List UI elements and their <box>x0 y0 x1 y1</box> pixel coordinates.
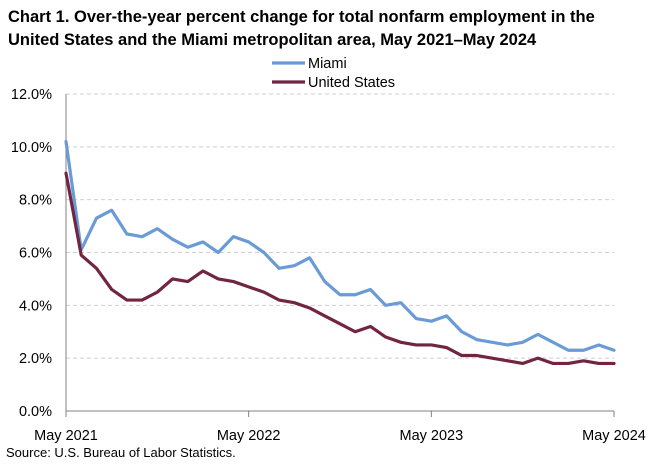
legend-label: United States <box>308 75 395 91</box>
axes: 0.0% 2.0% 4.0% 6.0% 8.0% 10.0% 12.0% May 2021 Ma… <box>11 87 646 444</box>
series-lines <box>64 139 616 366</box>
y-tick-label: 2.0% <box>19 351 52 367</box>
chart-title: Chart 1. Over-the-year percent change fo… <box>8 8 595 49</box>
y-tick-label: 8.0% <box>19 193 52 209</box>
y-tick-label: 4.0% <box>19 298 52 314</box>
legend-label: Miami <box>308 56 347 72</box>
series-line-united-states <box>64 171 616 366</box>
x-tick-label: May 2024 <box>582 428 646 444</box>
y-tick-label: 10.0% <box>11 140 52 156</box>
y-tick-label: 12.0% <box>11 87 52 103</box>
series-line-miami <box>64 139 616 352</box>
y-tick-label: 0.0% <box>19 404 52 420</box>
y-tick-label: 6.0% <box>19 246 52 262</box>
gridlines <box>66 93 614 359</box>
x-tick-label: May 2021 <box>34 428 98 444</box>
legend: Miami United States <box>272 56 395 91</box>
x-tick-label: May 2023 <box>399 428 463 444</box>
source-note: Source: U.S. Bureau of Labor Statistics. <box>6 445 236 460</box>
x-tick-label: May 2022 <box>217 428 281 444</box>
